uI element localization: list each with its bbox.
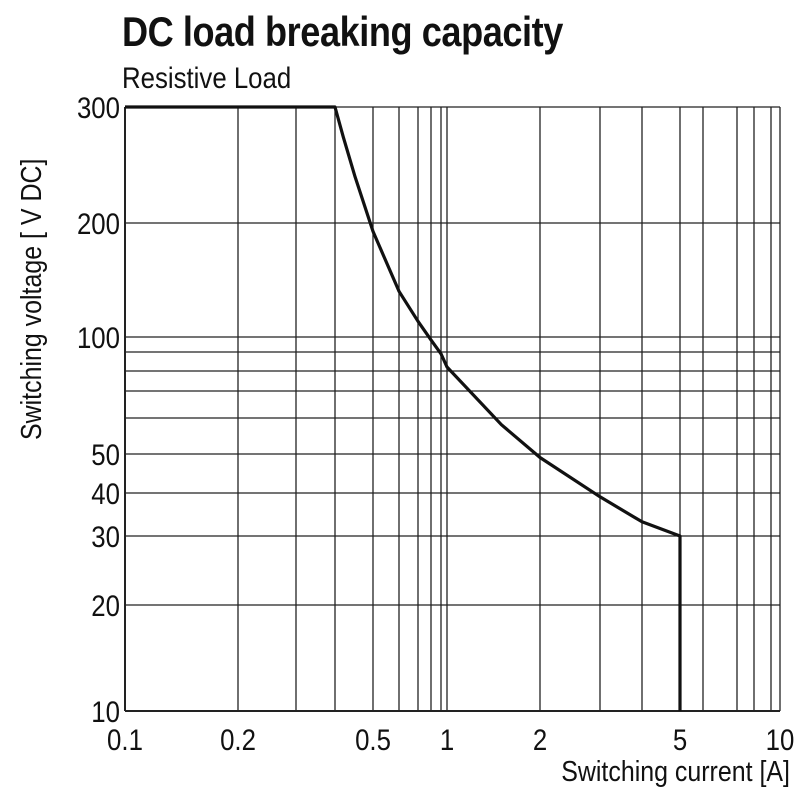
x-tick-label: 0.1 <box>107 723 143 756</box>
x-axis-label: Switching current [A] <box>561 756 790 788</box>
x-tick-label: 0.2 <box>220 723 256 756</box>
y-tick-label: 200 <box>77 207 120 240</box>
x-tick-label: 1 <box>440 723 454 756</box>
x-tick-label: 10 <box>766 723 795 756</box>
x-tick-label: 5 <box>673 723 687 756</box>
y-tick-label: 30 <box>91 520 120 553</box>
y-tick-label: 100 <box>77 321 120 354</box>
breaking-capacity-curve <box>125 105 682 711</box>
y-tick-label: 50 <box>91 438 120 471</box>
y-tick-label: 300 <box>77 91 120 124</box>
y-tick-label: 10 <box>91 695 120 728</box>
x-tick-label: 2 <box>533 723 547 756</box>
y-tick-label: 40 <box>91 477 120 510</box>
y-tick-label: 20 <box>91 589 120 622</box>
chart-subtitle: Resistive Load <box>122 62 292 95</box>
x-tick-label: 0.5 <box>355 723 391 756</box>
chart-title: DC load breaking capacity <box>122 8 563 55</box>
